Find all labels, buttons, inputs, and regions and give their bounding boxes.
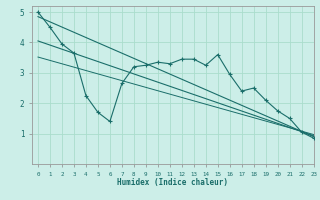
X-axis label: Humidex (Indice chaleur): Humidex (Indice chaleur) [117,178,228,187]
